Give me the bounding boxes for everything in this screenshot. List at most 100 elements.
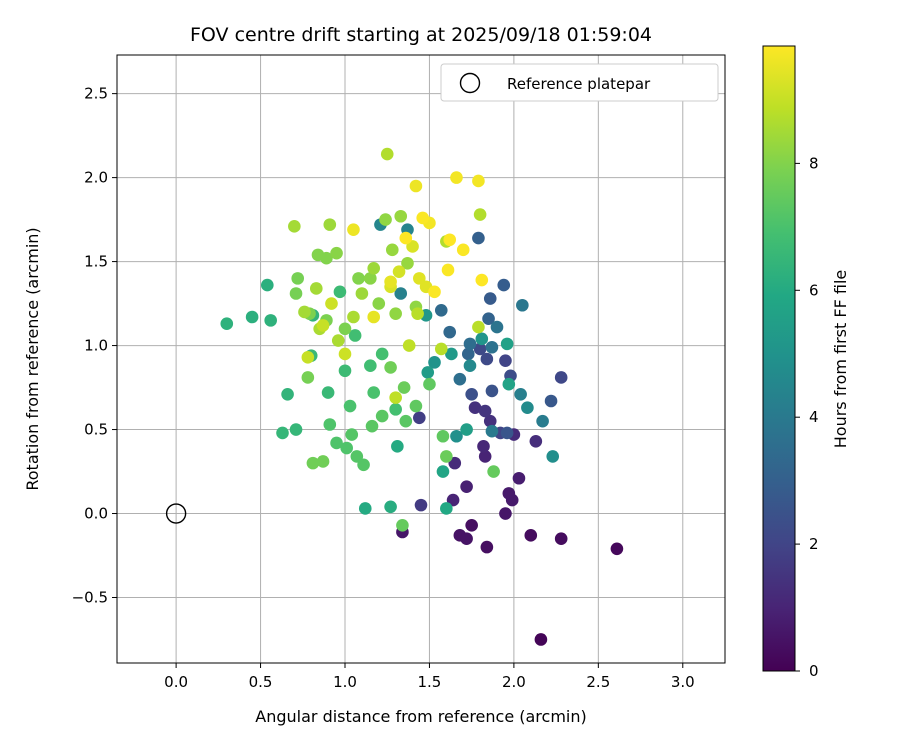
data-point: [441, 263, 455, 277]
data-point: [440, 450, 453, 463]
data-point: [485, 424, 499, 438]
data-point: [536, 414, 549, 428]
chart-title: FOV centre drift starting at 2025/09/18 …: [190, 24, 652, 46]
data-point: [456, 243, 470, 257]
y-tick-label: 0.0: [84, 505, 108, 523]
x-axis-ticks: 0.0 0.5 1.0 1.5 2.0 2.5 3.0: [164, 663, 695, 691]
data-point: [500, 426, 514, 440]
colorbar-tick-label: 0: [809, 662, 819, 680]
data-point: [478, 404, 492, 418]
data-point: [306, 456, 320, 470]
data-point: [440, 502, 453, 515]
data-point: [316, 455, 330, 468]
data-point: [485, 384, 499, 398]
data-point: [534, 633, 548, 646]
data-point: [347, 310, 360, 324]
data-point: [463, 337, 477, 351]
y-tick-label: 2.0: [84, 169, 108, 187]
y-tick-label: 1.0: [84, 337, 108, 355]
data-point: [416, 211, 429, 225]
data-point: [453, 372, 467, 386]
data-point: [298, 305, 311, 319]
data-point: [446, 493, 460, 507]
data-point: [394, 287, 408, 300]
data-point: [338, 364, 352, 378]
x-tick-label: 1.0: [333, 673, 357, 691]
data-point: [402, 339, 416, 352]
data-point: [316, 319, 330, 332]
y-tick-label: 2.5: [84, 85, 108, 103]
data-point: [320, 251, 333, 265]
data-point: [413, 411, 426, 425]
legend: Reference platepar: [440, 63, 719, 102]
y-tick-label: −0.5: [72, 588, 108, 606]
data-point: [502, 487, 516, 500]
data-point: [330, 246, 343, 260]
colorbar-tick-label: 4: [809, 408, 819, 426]
data-point: [281, 387, 294, 401]
data-point: [450, 429, 463, 443]
data-point: [220, 317, 234, 331]
data-point: [375, 347, 389, 361]
data-point: [460, 480, 473, 493]
data-point: [389, 391, 402, 404]
colorbar-ticks: 0 2 4 6 8: [795, 154, 819, 680]
x-tick-label: 0.0: [164, 673, 188, 691]
colorbar: 0 2 4 6 8 Hours from first FF file: [762, 45, 850, 680]
data-point: [352, 272, 365, 285]
data-point: [358, 502, 372, 515]
data-point: [472, 320, 485, 334]
data-point: [544, 394, 558, 408]
data-point: [512, 471, 526, 485]
data-point: [475, 332, 489, 346]
data-point: [460, 532, 473, 546]
data-point: [529, 434, 543, 448]
y-axis-ticks: −0.5 0.0 0.5 1.0 1.5 2.0 2.5: [72, 85, 117, 606]
data-point: [485, 340, 499, 354]
data-point: [338, 322, 352, 336]
data-point: [291, 272, 305, 285]
data-point: [465, 518, 478, 532]
data-point: [521, 401, 534, 415]
scatter-points: [220, 147, 624, 646]
data-point: [345, 428, 359, 441]
data-point: [436, 429, 450, 443]
data-point: [472, 231, 485, 245]
data-point: [411, 307, 424, 320]
x-tick-label: 0.5: [249, 673, 273, 691]
reference-platepar-marker: [165, 503, 187, 524]
data-point: [473, 342, 487, 356]
data-point: [394, 209, 408, 223]
data-point: [428, 356, 441, 369]
data-point: [309, 282, 323, 295]
data-point: [399, 414, 413, 428]
data-point: [490, 320, 504, 334]
data-point: [245, 310, 259, 324]
data-point: [421, 366, 435, 379]
data-point: [423, 377, 436, 391]
data-point: [288, 220, 301, 233]
data-point: [338, 347, 352, 361]
data-point: [301, 371, 315, 384]
data-point: [389, 307, 402, 320]
data-point: [379, 213, 392, 226]
data-point: [436, 465, 450, 478]
data-point: [380, 147, 394, 161]
data-point: [499, 354, 512, 367]
data-point: [480, 352, 494, 366]
data-point: [401, 256, 414, 270]
data-point: [546, 450, 560, 463]
y-tick-label: 1.5: [84, 253, 108, 271]
data-point: [323, 418, 337, 431]
data-point: [472, 174, 485, 188]
grid: [117, 55, 725, 663]
data-point: [487, 465, 500, 478]
data-point: [434, 303, 448, 317]
data-point: [502, 377, 516, 391]
colorbar-tick-label: 8: [809, 154, 819, 172]
data-point: [364, 272, 377, 285]
data-point: [445, 347, 458, 361]
data-point: [375, 409, 389, 423]
data-point: [409, 179, 423, 193]
